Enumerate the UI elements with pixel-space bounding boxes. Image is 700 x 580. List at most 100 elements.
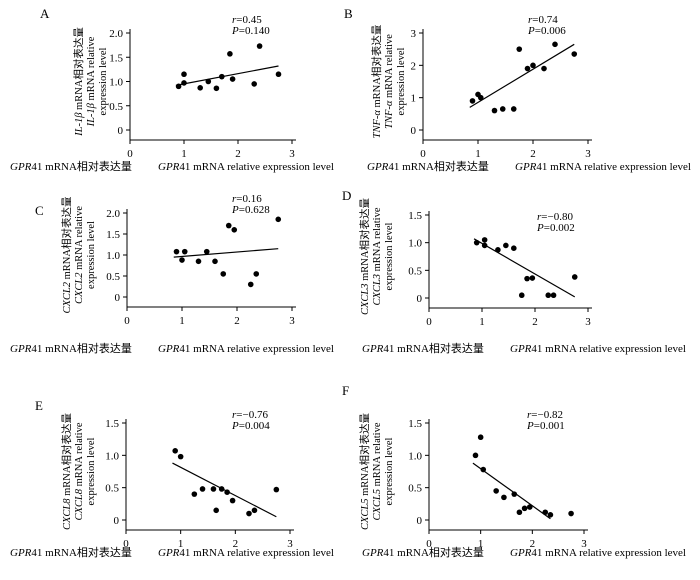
data-point (568, 510, 574, 517)
p-value-label: P=0.006 (527, 25, 566, 37)
y-tick-label: 3 (411, 28, 417, 40)
x-tick-label: 3 (289, 148, 295, 160)
data-point (213, 85, 220, 92)
data-point (203, 248, 210, 255)
panel-d: D 0 0.5 1.0 1.5 0 1 2 3 r=−0.80P=0.002 CXCL3 mRNA相… (342, 188, 686, 355)
x-tick-label: 2 (530, 538, 536, 550)
y-tick-label: 1.0 (106, 250, 120, 262)
data-point (220, 271, 227, 277)
x-tick-label: 2 (233, 538, 239, 550)
y-axis-label: CXCL8 mRNA relative (74, 422, 85, 520)
y-tick-label: 0 (118, 125, 124, 137)
data-point (205, 78, 212, 85)
y-tick-label: 1.0 (408, 238, 422, 250)
x-tick-label: 2 (530, 148, 536, 160)
data-point (571, 51, 578, 57)
p-value-label: P=0.140 (231, 25, 270, 37)
x-tick-label: 0 (420, 148, 426, 160)
y-tick-label: 1.0 (408, 450, 422, 462)
data-point (173, 248, 180, 255)
x-axis-label-en: GPR41 mRNA relative expression level (158, 343, 334, 355)
data-point (503, 242, 509, 249)
r-value-label: r=−0.76 (232, 409, 268, 421)
r-value-label: r=0.74 (528, 14, 558, 26)
x-axis-label-cn: GPR41 mRNA相对表达量 (10, 341, 132, 355)
data-point (191, 491, 198, 497)
data-point (491, 107, 498, 114)
data-point (547, 512, 554, 518)
data-point (493, 488, 499, 494)
x-tick-label: 3 (287, 538, 293, 550)
data-point (499, 106, 506, 112)
panel-a: A 0 0.5 1.0 1.5 2.0 0 1 2 3 r=0.45P=0.140 IL-1β mRN… (10, 6, 334, 173)
r-value-label: r=0.16 (232, 193, 262, 205)
x-tick-label: 2 (234, 315, 240, 327)
x-axis-label-cn: GPR41 mRNA相对表达量 (10, 159, 132, 173)
data-point (469, 98, 476, 104)
data-point (247, 281, 254, 288)
data-point (552, 41, 558, 48)
data-point (542, 509, 549, 516)
panel-e: E 0 0.5 1.0 1.5 0 1 2 3 r=−0.76P=0.004 CXCL8 mRNA相… (10, 398, 334, 559)
y-axis-label: expression level (384, 437, 395, 505)
y-axis-label: expression level (396, 47, 407, 115)
data-point (229, 76, 236, 82)
data-point (225, 222, 232, 229)
x-tick-label: 1 (479, 316, 485, 328)
x-tick-label: 1 (179, 315, 185, 327)
data-point (510, 106, 517, 112)
y-axis-label: CXCL2 mRNA相对表达量 (60, 196, 73, 313)
data-point (480, 466, 487, 473)
y-tick-label: 1.5 (408, 418, 422, 430)
y-tick-label: 0 (417, 515, 423, 527)
data-point (256, 43, 263, 49)
y-tick-label: 1.0 (105, 450, 119, 462)
data-point (516, 509, 523, 516)
data-point (251, 81, 257, 87)
y-axis-label: TNF-α mRNA相对表达量 (370, 24, 383, 138)
panel-c: C 0 0.5 1.0 1.5 2.0 0 1 2 3 r=0.16P=0.628 CXCL2 mRN… (10, 193, 334, 355)
data-point (213, 507, 219, 514)
y-axis-label: expression level (384, 222, 395, 290)
data-point (179, 257, 185, 263)
y-tick-label: 0.5 (106, 271, 120, 283)
x-axis-label-en: GPR41 mRNA relative expression level (510, 343, 686, 355)
regression-line (175, 65, 279, 86)
data-point (571, 274, 578, 280)
data-point (195, 258, 202, 265)
y-tick-label: 2.0 (106, 208, 120, 220)
y-tick-label: 0 (115, 292, 121, 304)
data-point (477, 94, 484, 101)
panel-letter: F (342, 383, 349, 398)
y-tick-label: 1.5 (105, 418, 119, 430)
x-tick-label: 2 (235, 148, 241, 160)
x-tick-label: 3 (581, 538, 587, 550)
y-tick-label: 1 (411, 93, 417, 105)
data-point (175, 83, 182, 90)
panel-letter: A (40, 6, 50, 21)
data-point (477, 434, 484, 441)
y-tick-label: 0 (114, 515, 120, 527)
data-point (199, 486, 206, 492)
data-point (224, 489, 230, 495)
x-tick-label: 3 (289, 315, 295, 327)
panel-letter: B (344, 6, 353, 21)
data-point (526, 504, 533, 510)
data-point (275, 71, 282, 78)
data-point (197, 85, 203, 91)
data-point (218, 486, 225, 492)
y-axis-label: CXCL2 mRNA relative (74, 206, 85, 304)
x-axis-label-cn: GPR41 mRNA相对表达量 (362, 341, 484, 355)
data-point (251, 507, 258, 514)
data-point (210, 486, 217, 492)
p-value-label: P=0.628 (231, 204, 270, 216)
x-tick-label: 1 (475, 148, 481, 160)
y-tick-label: 0.5 (105, 483, 119, 495)
y-axis-label: expression level (86, 221, 97, 289)
p-value-label: P=0.002 (536, 222, 575, 234)
x-tick-label: 1 (478, 538, 484, 550)
y-axis-label: CXCL8 mRNA相对表达量 (60, 413, 73, 530)
panel-b: B 0 1 2 3 0 1 2 3 r=0.74P=0.006 TNF-α mRNA相对表达量TNF… (344, 6, 691, 173)
data-point (530, 62, 536, 69)
